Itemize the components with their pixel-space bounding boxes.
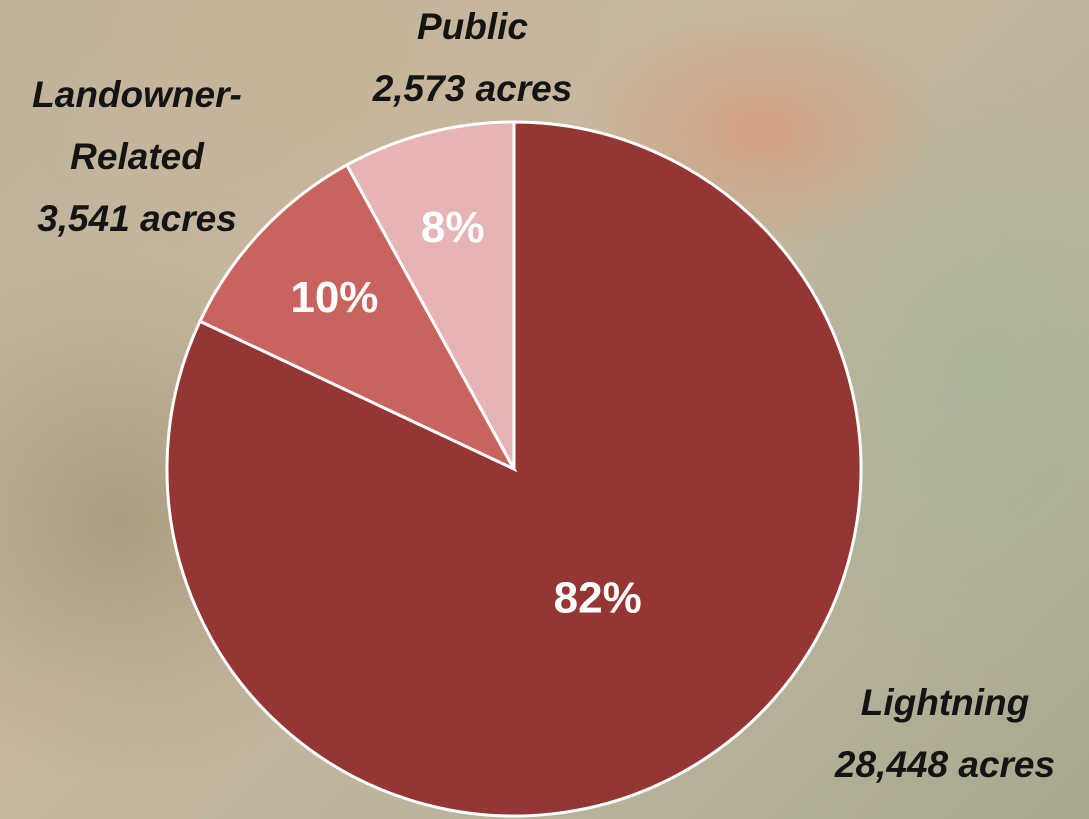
slice-percent-label: 8% xyxy=(421,203,485,252)
acres-label: 3,541 acres xyxy=(2,188,272,250)
acres-label: 28,448 acres xyxy=(800,734,1089,796)
category-name: Landowner-Related xyxy=(2,64,272,188)
page: 82%10%8% (() => { const data = JSON.pars… xyxy=(0,0,1089,819)
slice-percent-label: 10% xyxy=(290,273,378,322)
category-name: Lightning xyxy=(800,672,1089,734)
acres-label: 2,573 acres xyxy=(330,58,615,120)
slice-percent-label: 82% xyxy=(554,573,642,622)
category-name: Public xyxy=(330,0,615,58)
